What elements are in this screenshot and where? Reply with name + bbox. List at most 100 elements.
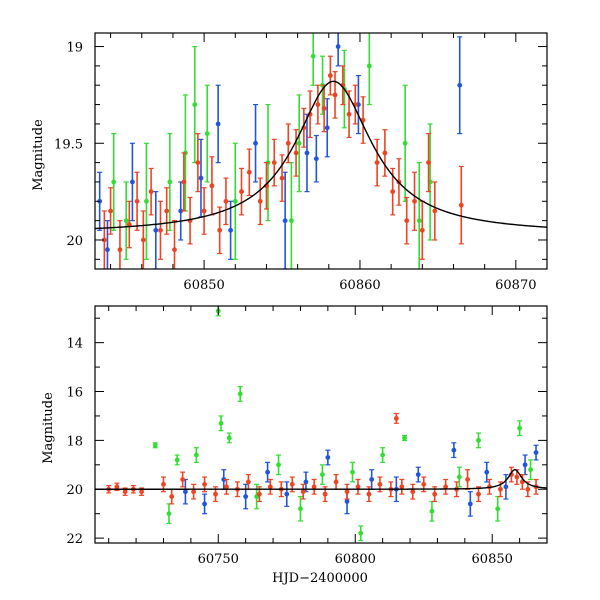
- plot-frame: [94, 305, 548, 544]
- data-point: [293, 129, 299, 177]
- data-point: [232, 142, 238, 260]
- data-point: [476, 486, 482, 503]
- series-1: [152, 306, 534, 542]
- data-point: [167, 132, 173, 231]
- series-1: [111, 33, 433, 269]
- data-point: [484, 461, 490, 483]
- data-point: [152, 442, 158, 449]
- data-point: [288, 162, 294, 269]
- data-point: [148, 167, 154, 216]
- axis-ticks: [95, 33, 548, 269]
- data-point: [143, 142, 149, 260]
- bottom-x-axis-label: HJD−2400000: [272, 571, 368, 586]
- model-curve: [95, 80, 547, 230]
- data-point: [315, 84, 321, 125]
- series-0: [182, 442, 539, 517]
- data-point: [333, 473, 339, 490]
- y-tick-label: 14: [66, 337, 83, 352]
- data-point: [223, 177, 229, 226]
- data-point: [382, 129, 388, 177]
- data-point: [404, 196, 410, 245]
- data-point: [117, 220, 123, 269]
- data-point: [101, 210, 107, 269]
- data-point: [254, 483, 260, 510]
- data-point: [311, 478, 317, 495]
- data-point: [180, 471, 186, 488]
- data-point: [399, 478, 405, 495]
- model-curve: [95, 469, 547, 490]
- data-point: [253, 103, 259, 183]
- data-point: [346, 90, 352, 139]
- data-point: [239, 167, 245, 216]
- data-point: [467, 491, 473, 517]
- data-point: [410, 483, 416, 500]
- y-tick-label: 19.5: [54, 137, 83, 152]
- data-point: [276, 454, 282, 476]
- y-tick-label: 18: [66, 434, 83, 449]
- data-point: [140, 210, 146, 269]
- y-tick-label: 22: [66, 532, 83, 547]
- data-point: [279, 154, 285, 202]
- data-point: [111, 132, 117, 231]
- data-point: [126, 200, 132, 249]
- data-point: [402, 434, 408, 441]
- bottom-panel-full-light-curve: 60750 60800 60850 14 16 18 20 22: [66, 305, 548, 567]
- data-point: [344, 483, 350, 500]
- data-point: [218, 415, 224, 432]
- data-point: [456, 466, 462, 488]
- data-point: [503, 473, 509, 500]
- data-point: [297, 495, 303, 522]
- data-point: [465, 469, 471, 490]
- x-tick-label: 60870: [495, 278, 536, 293]
- data-point: [217, 206, 223, 255]
- data-point: [166, 503, 172, 525]
- data-point: [457, 36, 463, 135]
- data-point: [193, 447, 199, 463]
- data-point: [237, 386, 243, 402]
- y-tick-label: 16: [66, 386, 83, 401]
- data-point: [267, 478, 273, 495]
- data-point: [202, 493, 208, 515]
- data-point: [201, 187, 207, 235]
- data-point: [332, 71, 338, 119]
- data-point: [303, 471, 309, 493]
- data-point: [350, 461, 356, 483]
- data-point: [451, 442, 457, 459]
- x-tick-label: 60750: [198, 552, 239, 567]
- plot-area: [95, 306, 547, 542]
- series-2: [101, 55, 464, 269]
- data-point: [204, 84, 210, 183]
- data-point: [129, 142, 135, 222]
- data-point: [319, 464, 325, 485]
- data-point: [426, 132, 432, 193]
- y-tick-label: 20: [66, 234, 83, 249]
- data-point: [458, 165, 464, 245]
- y-tick-label: 19: [66, 41, 83, 56]
- data-point: [366, 33, 372, 106]
- data-point: [519, 473, 525, 490]
- data-point: [104, 220, 110, 269]
- data-point: [432, 181, 438, 241]
- data-point: [265, 461, 271, 483]
- data-point: [415, 466, 421, 483]
- data-point: [358, 525, 364, 542]
- x-tick-label: 60860: [339, 278, 380, 293]
- data-point: [243, 483, 249, 510]
- data-point: [181, 152, 187, 212]
- x-tick-label: 60800: [335, 552, 376, 567]
- top-panel-zoomed-light-curve: 60850 60860 60870 19 19.5 20: [54, 32, 548, 293]
- data-point: [246, 148, 252, 197]
- data-point: [402, 84, 408, 202]
- data-point: [522, 454, 528, 476]
- data-point: [355, 478, 361, 495]
- data-point: [192, 45, 198, 164]
- data-point: [257, 177, 263, 226]
- data-point: [139, 487, 145, 496]
- x-tick-label: 60850: [183, 278, 224, 293]
- data-point: [271, 138, 277, 187]
- data-point: [282, 171, 288, 269]
- data-point: [393, 412, 399, 424]
- data-point: [284, 481, 290, 507]
- data-point: [327, 55, 333, 96]
- series-2: [106, 412, 539, 505]
